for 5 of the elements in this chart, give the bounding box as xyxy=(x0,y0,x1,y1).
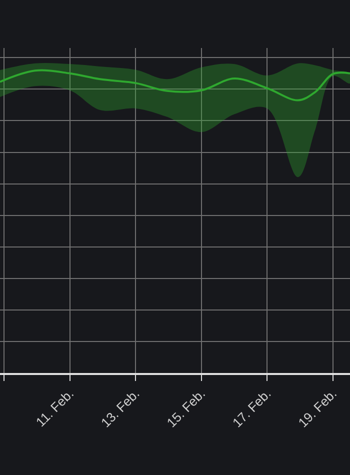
x-tick-label: 19. Feb. xyxy=(295,386,340,430)
x-tick-label: 17. Feb. xyxy=(230,386,274,430)
x-tick-label: 15. Feb. xyxy=(164,386,208,430)
x-tick-label: 11. Feb. xyxy=(32,386,77,430)
x-tick-label: 13. Feb. xyxy=(98,386,142,430)
